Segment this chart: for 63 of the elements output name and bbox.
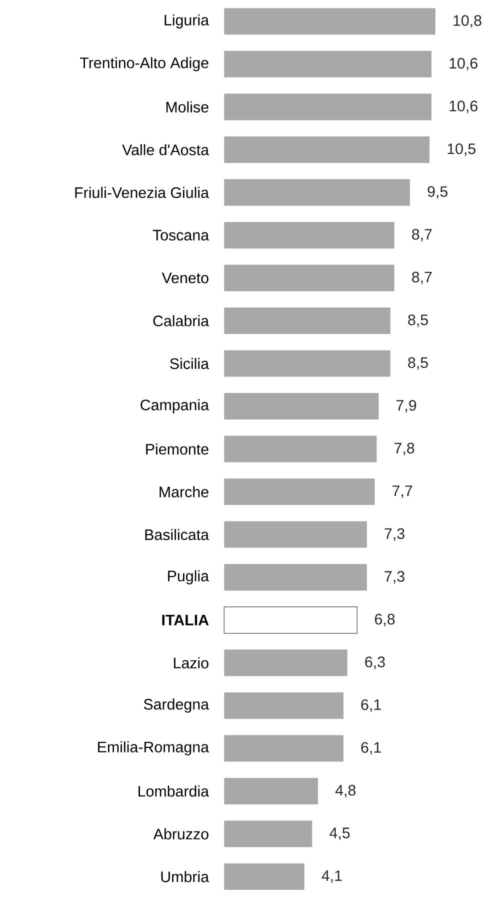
bar [224, 436, 376, 462]
data-label: 4,5 [329, 828, 350, 840]
y-tick-label: Umbria [161, 871, 209, 882]
y-tick-label: ITALIA [162, 614, 208, 626]
bar [224, 392, 378, 420]
data-label: 10,8 [453, 15, 482, 28]
data-label: 8,5 [408, 357, 428, 370]
bar [224, 8, 436, 35]
y-tick-label: Emilia-Romagna [98, 741, 209, 756]
bar [224, 94, 432, 120]
data-label: 10,6 [449, 100, 478, 114]
bar [224, 136, 430, 163]
y-tick-label: Friuli-Venezia Giulia [75, 186, 209, 198]
data-label: 4,8 [335, 784, 356, 798]
y-tick-label: Veneto [162, 272, 208, 284]
data-label: 8,7 [412, 228, 432, 242]
y-tick-label: Piemonte [146, 443, 208, 455]
data-label: 7,8 [394, 442, 414, 456]
y-tick-label: Molise [166, 101, 208, 113]
bar [224, 179, 410, 206]
data-label: 8,5 [408, 314, 428, 327]
data-label: 6,3 [364, 656, 385, 670]
bar [224, 521, 367, 548]
bar [224, 307, 390, 334]
y-tick-label: Puglia [168, 570, 209, 584]
y-tick-label: Liguria [164, 14, 209, 28]
bar [224, 50, 432, 78]
y-tick-label: Toscana [152, 230, 209, 241]
y-tick-label: Trentino-Alto Adige [80, 57, 208, 72]
bar [224, 692, 344, 719]
bar [224, 863, 304, 890]
bar [224, 735, 344, 762]
bar [224, 264, 394, 292]
data-label: 4,1 [322, 870, 342, 883]
y-tick-label: Abruzzo [153, 828, 208, 840]
bar [224, 478, 375, 506]
data-label: 8,7 [412, 272, 432, 284]
data-label: 7,7 [392, 486, 412, 498]
y-tick-label: Campania [140, 399, 209, 414]
data-label: 9,5 [428, 186, 448, 199]
bar [224, 222, 394, 248]
bar [224, 606, 358, 634]
y-tick-label: Calabria [153, 315, 209, 326]
data-label: 7,3 [384, 528, 404, 541]
y-tick-label: Lazio [174, 657, 208, 668]
data-label: 6,1 [361, 742, 381, 755]
data-label: 10,6 [449, 58, 478, 70]
bar [224, 778, 318, 804]
bar [224, 820, 312, 848]
data-label: 7,3 [384, 571, 404, 584]
bar [224, 564, 367, 591]
y-tick-label: Sardegna [144, 698, 209, 713]
bar [224, 350, 390, 377]
data-label: 6,1 [361, 699, 381, 712]
y-tick-label: Valle d'Aosta [122, 144, 209, 156]
y-tick-label: Basilicata [145, 528, 209, 540]
y-tick-label: Lombardia [138, 786, 209, 797]
data-label: 10,5 [448, 143, 476, 156]
y-tick-label: Sicilia [170, 358, 209, 370]
y-tick-label: Marche [159, 486, 208, 498]
bar [224, 650, 348, 676]
data-label: 6,8 [374, 614, 394, 626]
data-label: 7,9 [396, 400, 416, 413]
